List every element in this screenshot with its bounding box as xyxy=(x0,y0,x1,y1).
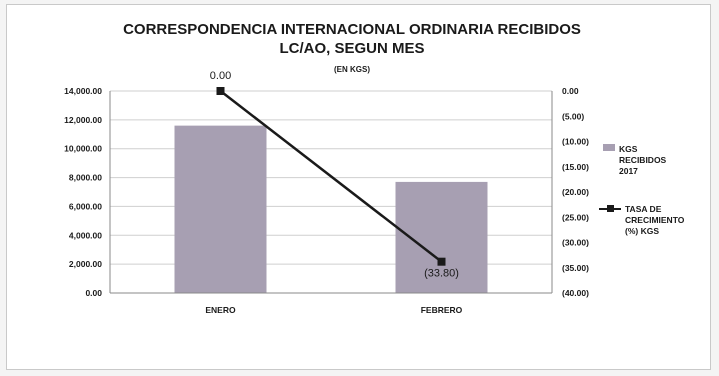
y-left-tick-label: 2,000.00 xyxy=(69,259,102,269)
y-left-ticks: 0.00 2,000.00 4,000.00 6,000.00 8,000.00 10,0… xyxy=(64,86,102,298)
chart-subtitle: (EN KGS) xyxy=(334,65,370,74)
y-left-tick-label: 0.00 xyxy=(85,288,102,298)
chart-title-line1: CORRESPONDENCIA INTERNACIONAL ORDINARIA … xyxy=(123,21,581,38)
y-right-tick-label: (10.00) xyxy=(562,137,589,147)
x-category-label: ENERO xyxy=(205,305,236,315)
y-right-tick-label: (15.00) xyxy=(562,162,589,172)
y-right-tick-label: (40.00) xyxy=(562,288,589,298)
y-right-tick-label: (5.00) xyxy=(562,111,584,121)
x-category-labels: ENERO FEBRERO xyxy=(205,305,462,315)
y-left-tick-label: 8,000.00 xyxy=(69,173,102,183)
legend-label-growth: CRECIMIENTO xyxy=(625,215,685,225)
axes xyxy=(109,91,553,294)
legend-label-growth: TASA DE xyxy=(625,204,662,214)
growth-rate-data-label: 0.00 xyxy=(210,70,231,82)
bar-enero xyxy=(174,125,267,293)
y-right-ticks: 0.00 (5.00) (10.00) (15.00) (20.00) (25.00) (3… xyxy=(562,86,589,298)
y-right-tick-label: 0.00 xyxy=(562,86,579,96)
line-series: 0.00 (33.80) xyxy=(210,70,459,280)
legend-swatch-kgs xyxy=(603,144,615,151)
y-left-tick-label: 14,000.00 xyxy=(64,86,102,96)
y-right-tick-label: (35.00) xyxy=(562,263,589,273)
growth-rate-data-label: (33.80) xyxy=(424,268,459,280)
y-right-tick-label: (20.00) xyxy=(562,187,589,197)
y-left-tick-label: 12,000.00 xyxy=(64,115,102,125)
y-left-tick-label: 4,000.00 xyxy=(69,230,102,240)
growth-rate-marker-febrero xyxy=(437,257,446,266)
y-left-tick-label: 6,000.00 xyxy=(69,201,102,211)
chart: CORRESPONDENCIA INTERNACIONAL ORDINARIA … xyxy=(64,21,685,315)
legend-label-growth: (%) KGS xyxy=(625,226,659,236)
legend-marker-growth xyxy=(607,205,614,212)
legend-label-kgs: RECIBIDOS xyxy=(619,155,667,165)
bars xyxy=(174,125,488,293)
legend-label-kgs: 2017 xyxy=(619,166,638,176)
growth-rate-line xyxy=(219,90,443,263)
chart-frame: CORRESPONDENCIA INTERNACIONAL ORDINARIA … xyxy=(6,4,711,370)
chart-title-line2: LC/AO, SEGUN MES xyxy=(279,40,424,57)
growth-rate-marker-enero xyxy=(216,87,225,95)
y-right-tick-label: (25.00) xyxy=(562,212,589,222)
legend-label-kgs: KGS xyxy=(619,144,638,154)
y-left-tick-label: 10,000.00 xyxy=(64,144,102,154)
x-category-label: FEBRERO xyxy=(421,305,463,315)
y-right-tick-label: (30.00) xyxy=(562,238,589,248)
